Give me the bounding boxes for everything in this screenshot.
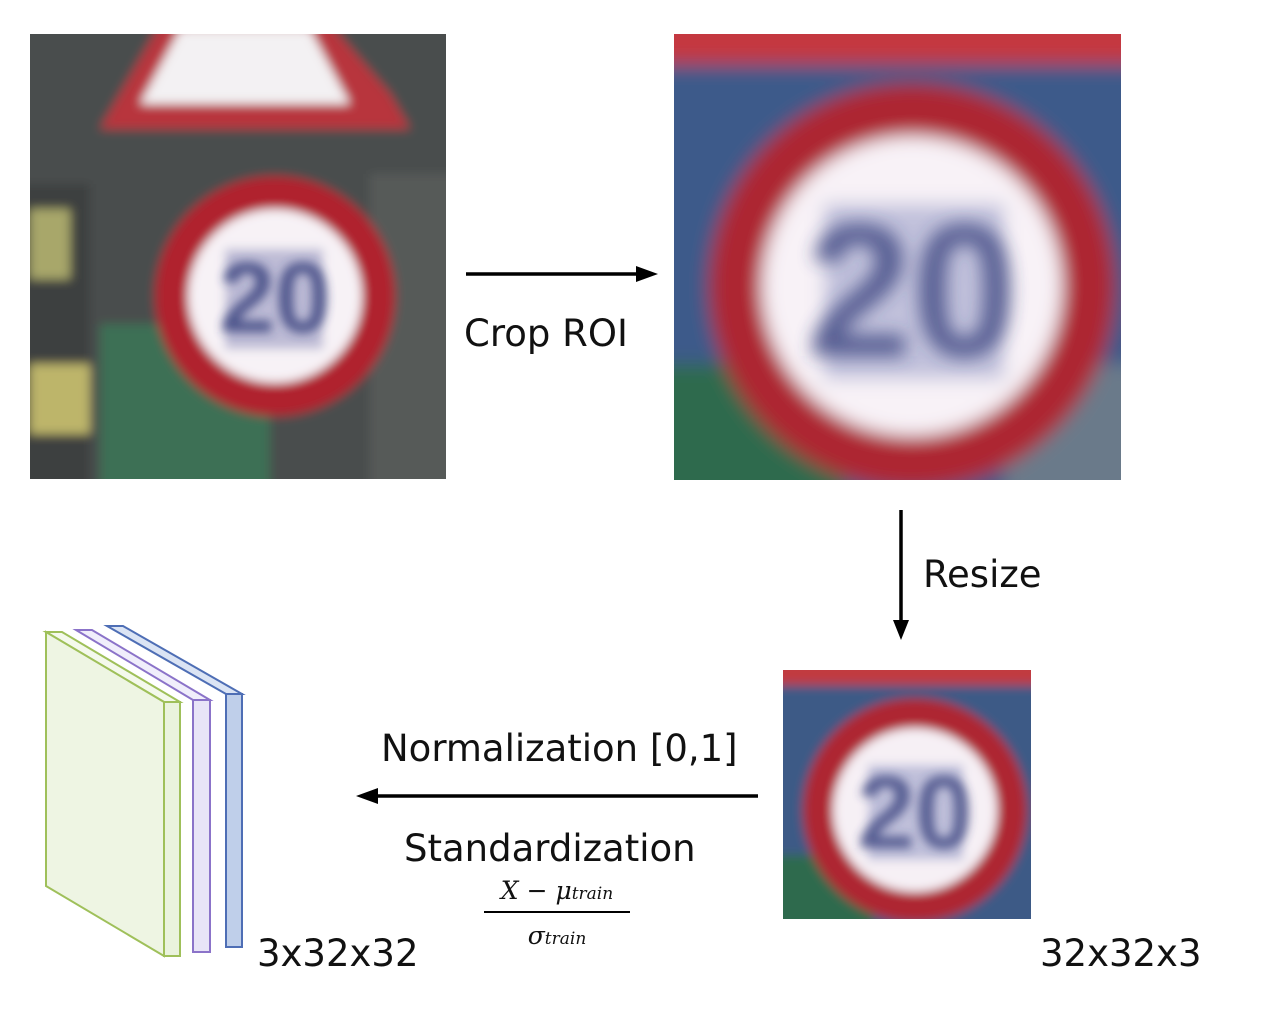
fraction-bar bbox=[484, 911, 630, 913]
resize-arrow bbox=[893, 510, 909, 640]
standardization-label: Standardization bbox=[404, 827, 696, 870]
sign-speed-text: 20 bbox=[219, 242, 330, 354]
formula-sigma: σ bbox=[527, 921, 545, 950]
cropped-image: 20 bbox=[674, 34, 1121, 480]
standardization-formula: X − μtrain σtrain bbox=[484, 877, 630, 959]
formula-mu: μ bbox=[555, 876, 572, 905]
formula-numerator: X − μtrain bbox=[484, 877, 630, 908]
sign-speed-text: 20 bbox=[806, 185, 1017, 397]
resized-size-label: 32x32x3 bbox=[1040, 932, 1202, 975]
formula-denominator: σtrain bbox=[484, 922, 630, 953]
tensor-size-label: 3x32x32 bbox=[257, 932, 419, 975]
normalization-label: Normalization [0,1] bbox=[381, 727, 738, 770]
formula-sigma-subscript: train bbox=[544, 929, 587, 949]
resized-image: 20 bbox=[783, 670, 1031, 919]
sign-speed-text: 20 bbox=[857, 755, 973, 871]
crop-roi-label: Crop ROI bbox=[464, 312, 628, 355]
original-image: 20 bbox=[30, 34, 446, 479]
channel-blue bbox=[103, 625, 246, 948]
crop-arrow bbox=[466, 266, 658, 282]
formula-minus: − bbox=[526, 876, 548, 905]
normalize-arrow bbox=[356, 788, 758, 804]
formula-mu-subscript: train bbox=[571, 884, 614, 904]
channel-green bbox=[42, 630, 184, 958]
tensor-stack bbox=[42, 625, 246, 958]
formula-x: X bbox=[500, 876, 519, 905]
resize-label: Resize bbox=[923, 553, 1042, 596]
channel-purple bbox=[72, 629, 214, 953]
